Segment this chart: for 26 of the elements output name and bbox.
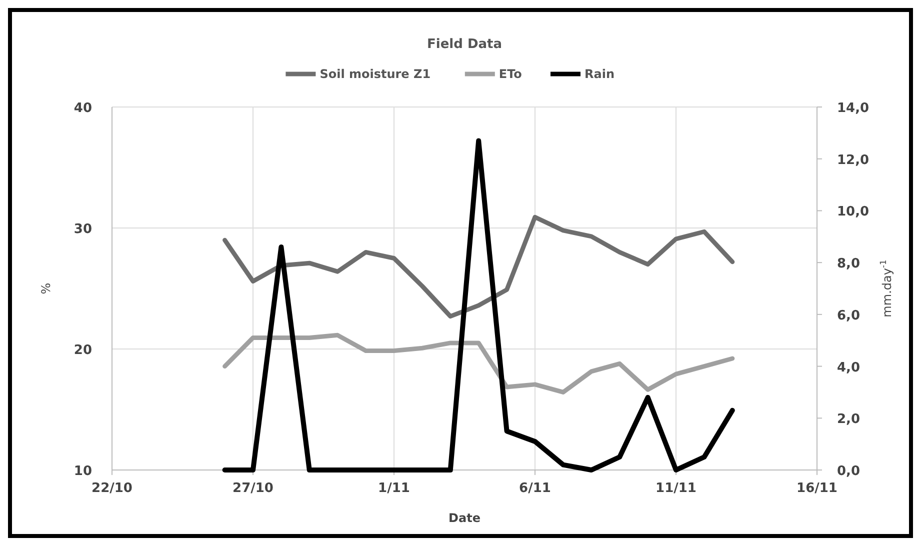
x-tick-label: 22/10 xyxy=(92,481,132,496)
legend-label: ETo xyxy=(498,67,522,81)
x-tick-label: 11/11 xyxy=(656,481,696,496)
chart-title: Field Data xyxy=(427,37,502,52)
x-tick-label: 1/11 xyxy=(378,481,410,496)
x-tick-label: 16/11 xyxy=(796,481,838,496)
line-series xyxy=(222,214,735,319)
y2-tick-label: 0,0 xyxy=(837,464,860,479)
legend-label: Rain xyxy=(584,67,614,81)
y-tick-label: 10 xyxy=(74,464,92,479)
y2-tick-label: 4,0 xyxy=(837,360,860,376)
y-axis-title: % xyxy=(39,282,53,294)
y2-tick-label: 10,0 xyxy=(837,204,870,220)
y2-tick-label: 2,0 xyxy=(837,412,860,428)
y2-tick-label: 6,0 xyxy=(837,308,860,324)
y-tick-label: 20 xyxy=(74,343,92,358)
y2-tick-label: 8,0 xyxy=(837,256,860,272)
y2-tick-label: 12,0 xyxy=(837,152,870,168)
legend-label: Soil moisture Z1 xyxy=(320,67,431,81)
x-tick-label: 6/11 xyxy=(519,481,551,496)
y-tick-label: 40 xyxy=(74,101,92,116)
y2-tick-label: 14,0 xyxy=(837,101,870,116)
line-series xyxy=(222,332,735,394)
x-tick-label: 27/10 xyxy=(232,481,274,496)
x-axis-title: Date xyxy=(448,511,480,525)
y-tick-label: 30 xyxy=(74,222,92,237)
